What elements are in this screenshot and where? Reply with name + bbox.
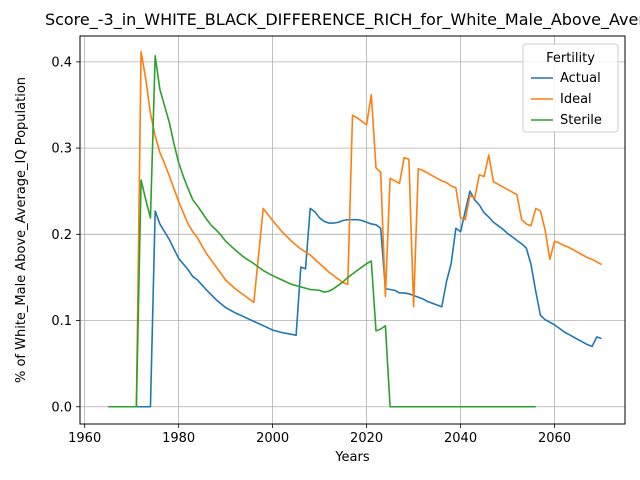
x-tick-label: 1960 (68, 431, 101, 446)
y-tick-label: 0.4 (51, 55, 72, 70)
axis-ticks: 1960 1980 2000 2020 2040 2060 0.0 0.1 0.2 0.3 0.4 (51, 55, 571, 446)
y-tick-label: 0.3 (51, 142, 72, 157)
legend-box (522, 43, 619, 133)
x-tick-label: 1980 (162, 431, 195, 446)
plot-frame (79, 35, 626, 425)
x-tick-label: 2060 (538, 431, 571, 446)
legend-title: Fertility (546, 51, 595, 66)
y-tick-label: 0.2 (51, 228, 72, 243)
y-tick-label: 0.0 (51, 400, 72, 415)
legend-label-sterile: Sterile (560, 113, 602, 128)
series-line-ideal (108, 50, 602, 408)
legend: Fertility Actual Ideal Sterile (522, 43, 619, 133)
series-lines (108, 50, 602, 408)
x-tick-label: 2000 (256, 431, 289, 446)
legend-label-ideal: Ideal (560, 92, 592, 107)
x-tick-label: 2020 (350, 431, 383, 446)
series-line-actual (108, 190, 602, 408)
series-line-sterile (108, 55, 536, 408)
y-axis-label: % of White_Male Above_Average_IQ Populat… (14, 77, 29, 383)
y-tick-label: 0.1 (51, 314, 72, 329)
x-tick-label: 2040 (444, 431, 477, 446)
legend-label-actual: Actual (560, 71, 601, 86)
chart-title: Score_-3_in_WHITE_BLACK_DIFFERENCE_RICH_… (45, 10, 640, 30)
x-axis-label: Years (334, 450, 370, 465)
